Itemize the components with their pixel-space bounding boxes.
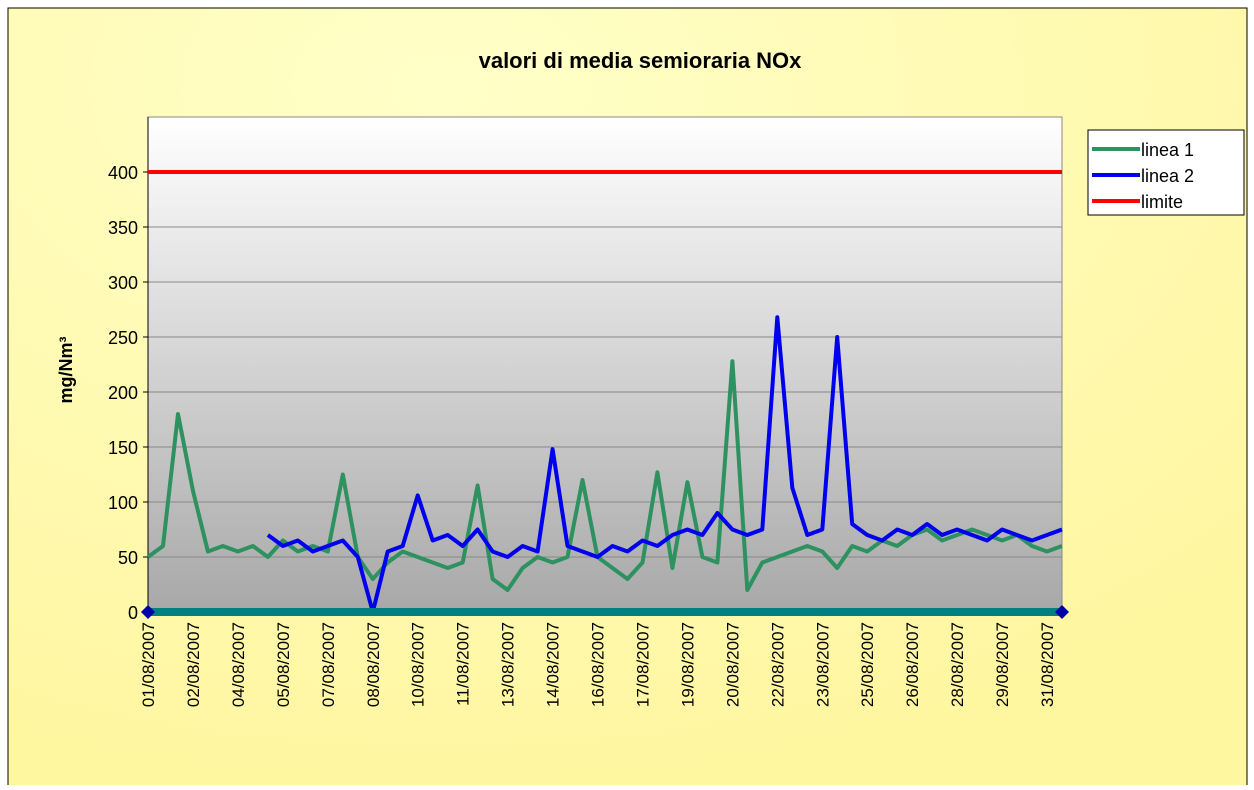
x-tick-label: 16/08/2007 xyxy=(589,622,608,707)
x-tick-label: 08/08/2007 xyxy=(364,622,383,707)
y-axis-label: mg/Nm³ xyxy=(56,336,76,403)
x-tick-label: 26/08/2007 xyxy=(903,622,922,707)
legend-label: limite xyxy=(1141,192,1183,212)
x-tick-label: 25/08/2007 xyxy=(858,622,877,707)
x-tick-label: 20/08/2007 xyxy=(723,622,742,707)
x-tick-label: 29/08/2007 xyxy=(993,622,1012,707)
y-tick-label: 150 xyxy=(108,438,138,458)
x-tick-label: 01/08/2007 xyxy=(139,622,158,707)
x-tick-label: 22/08/2007 xyxy=(768,622,787,707)
x-tick-label: 07/08/2007 xyxy=(319,622,338,707)
x-tick-label: 23/08/2007 xyxy=(813,622,832,707)
series-line xyxy=(266,315,1063,614)
x-tick-label: 05/08/2007 xyxy=(274,622,293,707)
x-tick-label: 10/08/2007 xyxy=(409,622,428,707)
legend-label: linea 1 xyxy=(1141,140,1194,160)
y-tick-label: 300 xyxy=(108,273,138,293)
y-tick-label: 50 xyxy=(118,548,138,568)
series-line xyxy=(146,359,1063,592)
y-tick-label: 100 xyxy=(108,493,138,513)
series-marker xyxy=(141,605,155,619)
plot-area xyxy=(147,116,1063,613)
series-marker xyxy=(1055,605,1069,619)
x-tick-label: 14/08/2007 xyxy=(544,622,563,707)
x-tick-label: 31/08/2007 xyxy=(1038,622,1057,707)
x-tick-label: 11/08/2007 xyxy=(454,622,473,706)
y-tick-label: 250 xyxy=(108,328,138,348)
x-tick-label: 04/08/2007 xyxy=(229,622,248,707)
x-tick-label: 19/08/2007 xyxy=(678,622,697,707)
x-tick-label: 17/08/2007 xyxy=(633,622,652,707)
x-tick-label: 02/08/2007 xyxy=(184,622,203,707)
legend-label: linea 2 xyxy=(1141,166,1194,186)
x-tick-label: 28/08/2007 xyxy=(948,622,967,707)
y-tick-label: 0 xyxy=(128,603,138,623)
y-tick-label: 200 xyxy=(108,383,138,403)
y-tick-label: 350 xyxy=(108,218,138,238)
chart-title: valori di media semioraria NOx xyxy=(479,48,803,73)
y-tick-label: 400 xyxy=(108,163,138,183)
x-tick-label: 13/08/2007 xyxy=(499,622,518,707)
